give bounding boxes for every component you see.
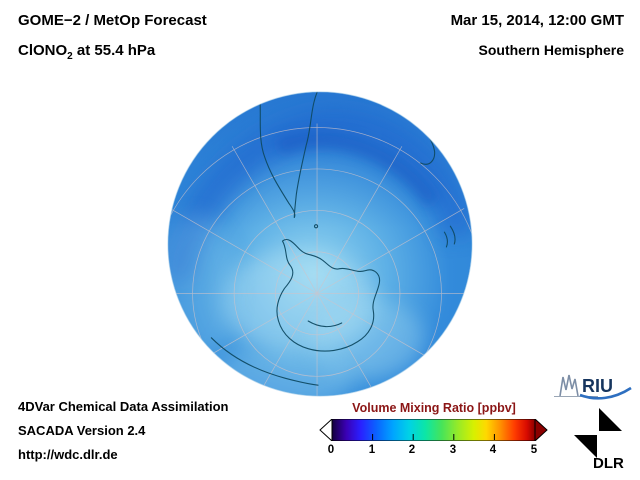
colorbar-tick-marks: [372, 434, 495, 440]
colorbar-tick-labels: 0 1 2 3 4 5: [318, 444, 550, 458]
coastline-south-america-east: [293, 91, 321, 218]
colorbar-legend: Volume Mixing Ratio [ppbv] 0 1 2 3 4 5: [318, 401, 550, 458]
coastline-falkland-islands: [313, 224, 319, 229]
dlr-logo: DLR: [566, 406, 630, 475]
cathedral-icon: [559, 374, 579, 397]
sacada-version-label: SACADA Version 2.4: [18, 423, 146, 438]
datetime-header: Mar 15, 2014, 12:00 GMT Southern Hemisph…: [451, 13, 624, 57]
light-patch-bottom: [204, 348, 353, 397]
coastline-ice-shelf: [307, 320, 343, 328]
tick-label-3: 3: [449, 444, 457, 456]
credits-block: 4DVar Chemical Data Assimilation SACADA …: [18, 400, 229, 472]
dlr-logo-icon: [574, 408, 622, 458]
coastline-south-america-west: [258, 91, 296, 218]
hemisphere-map: [167, 91, 473, 397]
forecast-datetime: Mar 15, 2014, 12:00 GMT: [450, 12, 624, 29]
tick-label-0: 0: [327, 444, 335, 456]
colorbar-under-arrow: [319, 419, 333, 441]
dlr-logo-graphic: DLR: [574, 408, 624, 472]
graticule: [167, 123, 473, 397]
riu-logo: RIU: [552, 369, 634, 406]
high-latitude-band: [167, 108, 473, 284]
tick-label-1: 1: [368, 444, 376, 456]
tick-label-4: 4: [489, 444, 497, 456]
coastline-australia-south: [210, 337, 319, 386]
species-name: ClONO: [18, 42, 68, 59]
hemisphere-label: Southern Hemisphere: [478, 42, 624, 58]
globe-disc: [167, 91, 473, 397]
tick-label-5: 5: [530, 444, 538, 456]
species-level-label: ClONO2 at 55.4 hPa: [18, 43, 207, 62]
riu-logo-graphic: RIU: [554, 374, 632, 400]
species-subscript: 2: [67, 51, 73, 62]
dlr-logo-text: DLR: [593, 455, 624, 470]
product-title: GOME−2 / MetOp Forecast: [18, 12, 207, 29]
product-header: GOME−2 / MetOp Forecast ClONO2 at 55.4 h…: [18, 13, 207, 62]
tick-label-2: 2: [408, 444, 416, 456]
globe-rim: [167, 91, 473, 397]
hemisphere-map-container: [162, 86, 478, 402]
colorbar-ramp: [331, 419, 536, 441]
colorbar-over-arrow: [534, 419, 548, 441]
colorbar-title: Volume Mixing Ratio [ppbv]: [352, 401, 516, 415]
coastline-new-zealand: [443, 225, 456, 248]
coastline-antarctica: [276, 238, 381, 352]
wdc-url: http://wdc.dlr.de: [18, 447, 118, 462]
assimilation-label: 4DVar Chemical Data Assimilation: [18, 399, 229, 414]
riu-logo-text: RIU: [582, 376, 613, 396]
pressure-level: at 55.4 hPa: [72, 42, 156, 59]
dark-blue-arc: [275, 131, 440, 208]
riu-swoosh: [579, 386, 632, 400]
colorbar: [319, 419, 548, 441]
